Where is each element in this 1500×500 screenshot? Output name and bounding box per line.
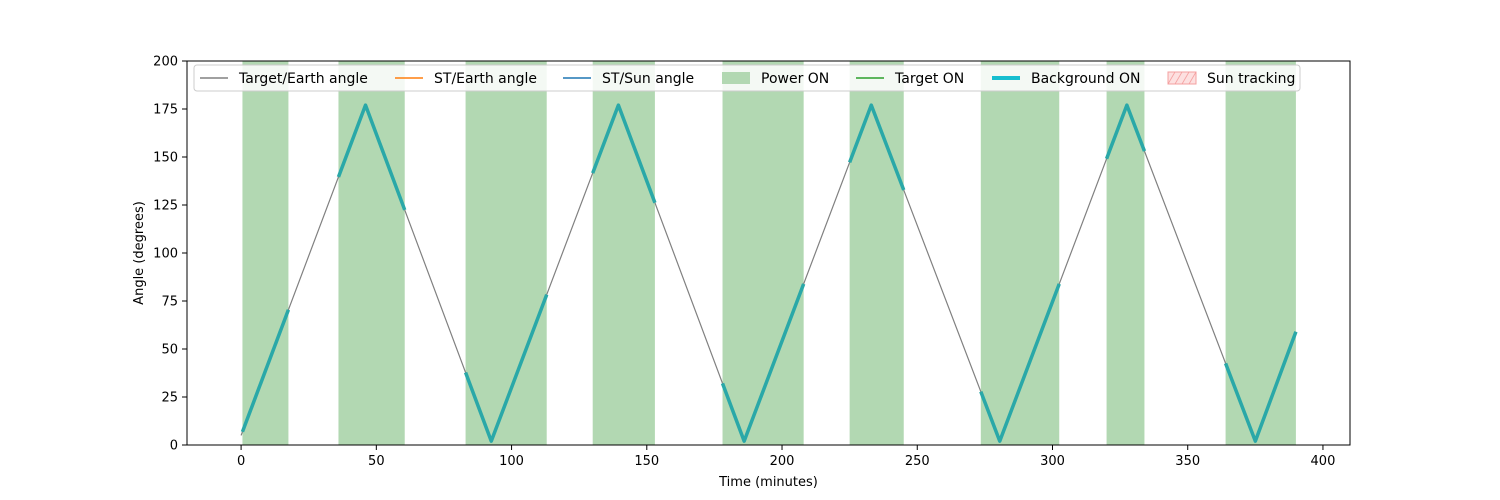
y-tick-label-200: 200 bbox=[153, 55, 178, 70]
x-axis-label: Time (minutes) bbox=[718, 475, 818, 490]
legend-item-sun_tracking: Sun tracking bbox=[1167, 71, 1295, 87]
legend-item-background_on: Background ON bbox=[992, 71, 1140, 87]
power-on-band-5 bbox=[849, 61, 904, 445]
legend-hatch-line-1 bbox=[1174, 71, 1183, 85]
y-tick-label-75: 75 bbox=[161, 295, 178, 310]
background-on-segment-1 bbox=[336, 103, 407, 211]
legend-hatch-line-3 bbox=[1188, 71, 1197, 85]
legend-label-st_sun: ST/Sun angle bbox=[602, 71, 694, 87]
legend-label-target_earth: Target/Earth angle bbox=[238, 71, 368, 87]
angle-lines bbox=[240, 103, 1298, 443]
x-tick-label-200: 200 bbox=[770, 454, 795, 469]
y-tick-label-150: 150 bbox=[153, 151, 178, 166]
background-on-segment-7 bbox=[1104, 103, 1147, 160]
x-tick-label-50: 50 bbox=[368, 454, 385, 469]
legend-item-target_on: Target ON bbox=[856, 71, 964, 87]
x-tick-label-0: 0 bbox=[237, 454, 245, 469]
background-on-segment-3 bbox=[591, 103, 657, 204]
power-on-band-0 bbox=[242, 61, 289, 445]
legend-hatch-line-0 bbox=[1167, 71, 1176, 85]
power-on-bands bbox=[242, 61, 1296, 445]
power-on-band-6 bbox=[980, 61, 1060, 445]
y-axis-ticks: 0 25 50 75 100 125 150 175 200 bbox=[153, 55, 187, 454]
legend-label-sun_tracking: Sun tracking bbox=[1207, 71, 1295, 87]
power-on-band-7 bbox=[1106, 61, 1145, 445]
power-on-band-3 bbox=[592, 61, 655, 445]
background-on-segment-6 bbox=[979, 283, 1061, 443]
legend-item-target_earth: Target/Earth angle bbox=[200, 71, 368, 87]
legend: Target/Earth angle ST/Earth angle ST/Sun a… bbox=[193, 64, 1301, 92]
y-tick-label-50: 50 bbox=[161, 343, 178, 358]
background-on-segment-8 bbox=[1223, 331, 1298, 443]
x-tick-label-300: 300 bbox=[1040, 454, 1065, 469]
background-on-segment-5 bbox=[848, 103, 906, 191]
y-tick-label-100: 100 bbox=[153, 247, 178, 262]
y-tick-label-0: 0 bbox=[170, 439, 178, 454]
background-on-segment-0 bbox=[240, 309, 291, 433]
legend-handle-sun_tracking bbox=[1167, 71, 1197, 85]
x-tick-label-400: 400 bbox=[1311, 454, 1336, 469]
legend-label-st_earth: ST/Earth angle bbox=[434, 71, 537, 87]
legend-label-target_on: Target ON bbox=[894, 71, 964, 87]
x-tick-label-100: 100 bbox=[499, 454, 524, 469]
y-tick-label-125: 125 bbox=[153, 199, 178, 214]
legend-item-st_sun: ST/Sun angle bbox=[563, 71, 694, 87]
y-axis-label: Angle (degrees) bbox=[132, 201, 147, 305]
legend-label-background_on: Background ON bbox=[1031, 71, 1140, 87]
power-on-band-2 bbox=[465, 61, 547, 445]
x-axis-ticks: 0 50 100 150 200 250 300 350 400 bbox=[237, 445, 1335, 469]
legend-item-power_on: Power ON bbox=[722, 71, 829, 87]
power-on-band-4 bbox=[722, 61, 804, 445]
legend-handle-power_on bbox=[722, 72, 750, 84]
background-on-segment-2 bbox=[463, 293, 549, 443]
background-on-segment-4 bbox=[720, 283, 806, 443]
legend-label-power_on: Power ON bbox=[761, 71, 829, 87]
legend-hatch-line-2 bbox=[1181, 71, 1190, 85]
legend-item-st_earth: ST/Earth angle bbox=[395, 71, 537, 87]
x-tick-label-350: 350 bbox=[1175, 454, 1200, 469]
y-tick-label-175: 175 bbox=[153, 103, 178, 118]
power-on-band-8 bbox=[1225, 61, 1296, 445]
target-earth-angle-line bbox=[240, 103, 1297, 443]
x-tick-label-250: 250 bbox=[905, 454, 930, 469]
y-tick-label-25: 25 bbox=[161, 391, 178, 406]
x-tick-label-150: 150 bbox=[634, 454, 659, 469]
